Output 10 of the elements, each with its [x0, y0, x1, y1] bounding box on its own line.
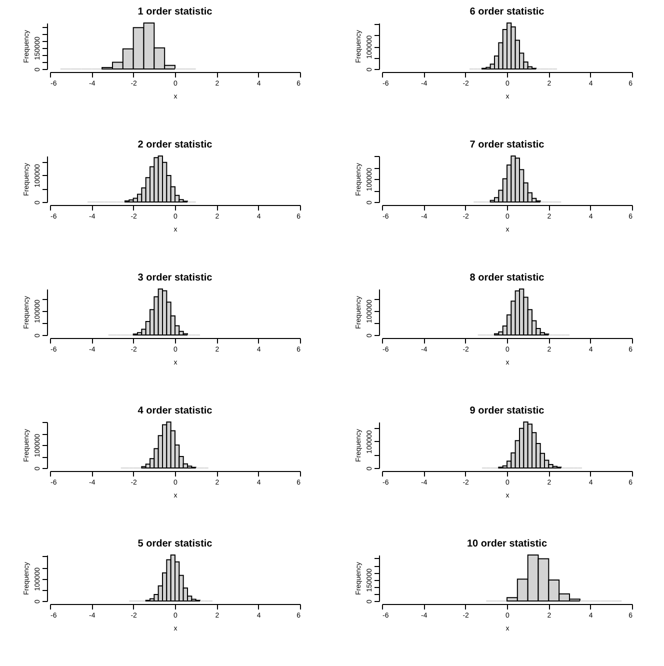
chart-title: 2 order statistic [138, 140, 213, 150]
chart-title: 6 order statistic [470, 6, 545, 18]
chart-title: 5 order statistic [138, 538, 213, 550]
chart-title: 4 order statistic [138, 406, 213, 416]
chart-title: 1 order statistic [138, 6, 213, 18]
chart-title: 9 order statistic [470, 406, 545, 416]
chart-title: 3 order statistic [138, 272, 213, 284]
chart-title: 10 order statistic [466, 538, 548, 550]
chart-title: 7 order statistic [470, 140, 545, 150]
chart-title: 8 order statistic [470, 272, 545, 284]
